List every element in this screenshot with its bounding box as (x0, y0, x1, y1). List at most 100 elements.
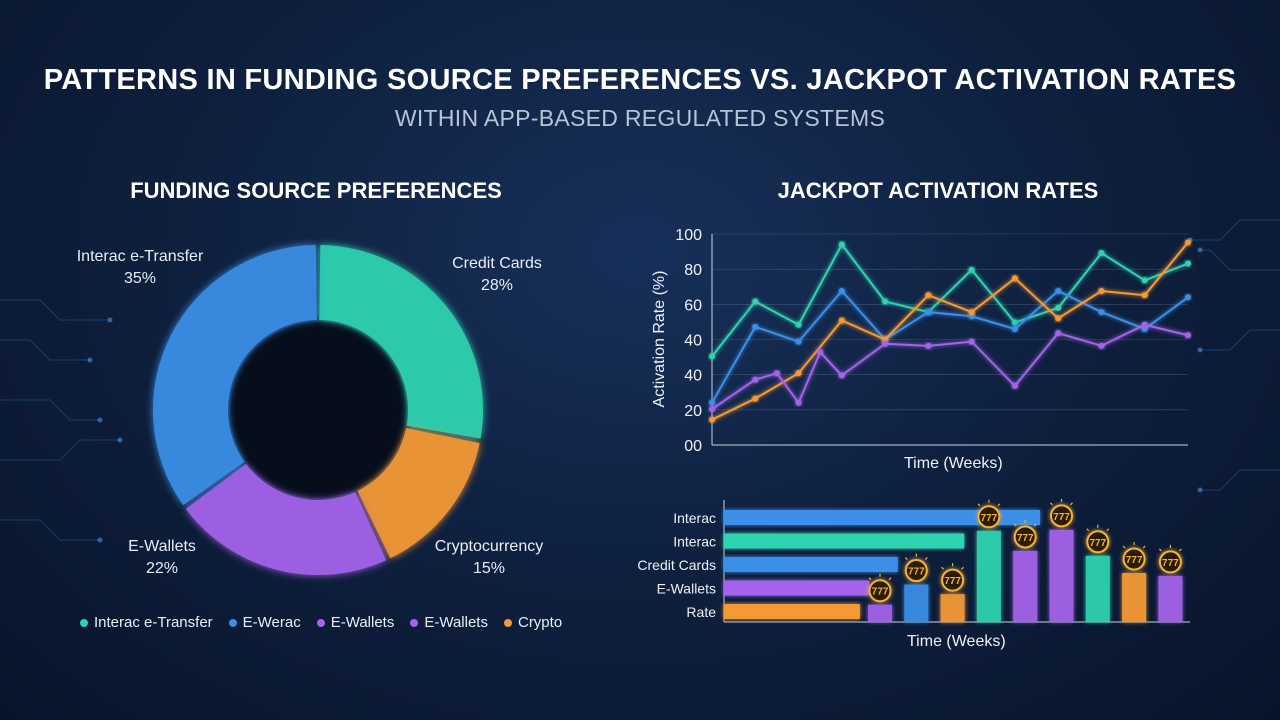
vertical-bar (976, 530, 1001, 622)
jackpot-badge-label: 777 (981, 513, 998, 524)
slice-name: Credit Cards (452, 255, 542, 272)
vertical-bar (1049, 529, 1074, 622)
data-point (1011, 275, 1018, 282)
data-point (1185, 332, 1191, 339)
legend-swatch (316, 618, 325, 627)
data-point (925, 292, 932, 299)
data-point (1141, 277, 1148, 284)
category-label: Interac (673, 510, 716, 526)
data-point (1055, 304, 1062, 311)
line-chart-title: JACKPOT ACTIVATION RATES (777, 178, 1099, 203)
legend-item: E-Wallets (410, 614, 488, 631)
data-point (1098, 309, 1105, 316)
badge-spark (904, 557, 908, 560)
jackpot-badge-icon (1122, 547, 1146, 571)
y-tick-label: 40 (684, 368, 702, 385)
legend-label: Crypto (517, 614, 563, 631)
data-point (773, 370, 780, 377)
vertical-bar (904, 584, 929, 622)
circuit-node (97, 417, 103, 423)
badge-spark (924, 557, 928, 560)
data-point (882, 340, 889, 347)
vertical-bar (940, 594, 965, 622)
circuit-trace (0, 399, 100, 421)
jackpot-badge-icon (1050, 504, 1073, 528)
data-point (882, 298, 889, 305)
line-y-axis-title: Activation Rate (%) (651, 270, 668, 408)
slice-name: Cryptocurrency (434, 538, 544, 555)
data-point (795, 370, 802, 377)
jackpot-badge-icon (1158, 550, 1182, 574)
data-point (795, 338, 802, 345)
donut-slice (185, 463, 387, 575)
slice-label-e-wallets: E-Wallets 22% (92, 536, 232, 580)
legend-item: E-Werac (228, 614, 301, 631)
vertical-bar (1085, 555, 1110, 622)
y-tick-label: 00 (684, 438, 702, 455)
data-point (709, 399, 715, 406)
data-point (925, 309, 932, 316)
donut-slice (319, 245, 483, 439)
circuit-trace (1200, 329, 1280, 351)
data-point (925, 342, 932, 349)
legend-label: E-Wallets (424, 614, 488, 631)
slice-label-credit-cards: Credit Cards 28% (427, 253, 567, 297)
jackpot-badge-label: 777 (872, 587, 889, 598)
circuit-trace (1200, 249, 1280, 271)
slice-name: E-Wallets (128, 538, 196, 555)
horizontal-bar (724, 557, 898, 572)
page-subtitle: WITHIN APP-BASED REGULATED SYSTEMS (394, 105, 886, 131)
badge-spark (961, 566, 965, 570)
circuit-node (87, 357, 93, 363)
badge-spark (1158, 548, 1162, 552)
data-point (968, 266, 975, 273)
slice-value: 15% (472, 560, 506, 577)
data-point (882, 336, 889, 343)
line-x-axis-title: Time (Weeks) (904, 455, 1003, 472)
circuit-decoration (0, 219, 1280, 543)
badge-spark (1106, 528, 1110, 532)
legend-label: E-Wallets (330, 614, 395, 631)
vertical-bar (868, 604, 892, 622)
category-label: E-Wallets (657, 581, 716, 597)
data-point (968, 313, 975, 320)
jackpot-badge-label: 777 (1053, 512, 1070, 523)
circuit-node (1197, 487, 1203, 493)
horizontal-bar (724, 533, 965, 549)
data-point (1141, 321, 1148, 328)
jackpot-badge-label: 777 (1017, 533, 1034, 544)
legend-item: Crypto (503, 614, 563, 631)
y-tick-label: 80 (684, 262, 702, 279)
badge-spark (1178, 548, 1182, 552)
circuit-trace (0, 439, 120, 461)
legend-item: Interac e-Transfer (80, 614, 213, 631)
circuit-trace (0, 519, 100, 541)
circuit-node (117, 437, 123, 443)
circuit-trace (0, 339, 90, 361)
jackpot-badge-icon (941, 568, 965, 592)
data-point (1011, 382, 1018, 389)
y-tick-label: 20 (684, 403, 702, 420)
badge-spark (868, 577, 872, 581)
series-line (711, 242, 1189, 357)
data-point (752, 376, 759, 383)
vertical-bar (1158, 575, 1183, 622)
category-label: Rate (686, 604, 716, 620)
data-point (838, 317, 845, 324)
legend-swatch (228, 618, 237, 627)
data-point (968, 309, 975, 316)
data-point (795, 399, 802, 406)
y-tick-label: 60 (684, 297, 702, 314)
data-point (1098, 249, 1105, 256)
data-point (752, 298, 759, 305)
data-point (1055, 330, 1062, 337)
jackpot-badge-icon (1086, 530, 1110, 554)
data-point (838, 241, 845, 248)
badge-spark (888, 577, 892, 581)
series-line (711, 241, 1189, 421)
data-point (838, 372, 845, 379)
circuit-node (1197, 347, 1203, 353)
data-point (752, 395, 759, 402)
donut-legend: Interac e-Transfer E-Werac E-Wallets E-W… (80, 614, 562, 631)
